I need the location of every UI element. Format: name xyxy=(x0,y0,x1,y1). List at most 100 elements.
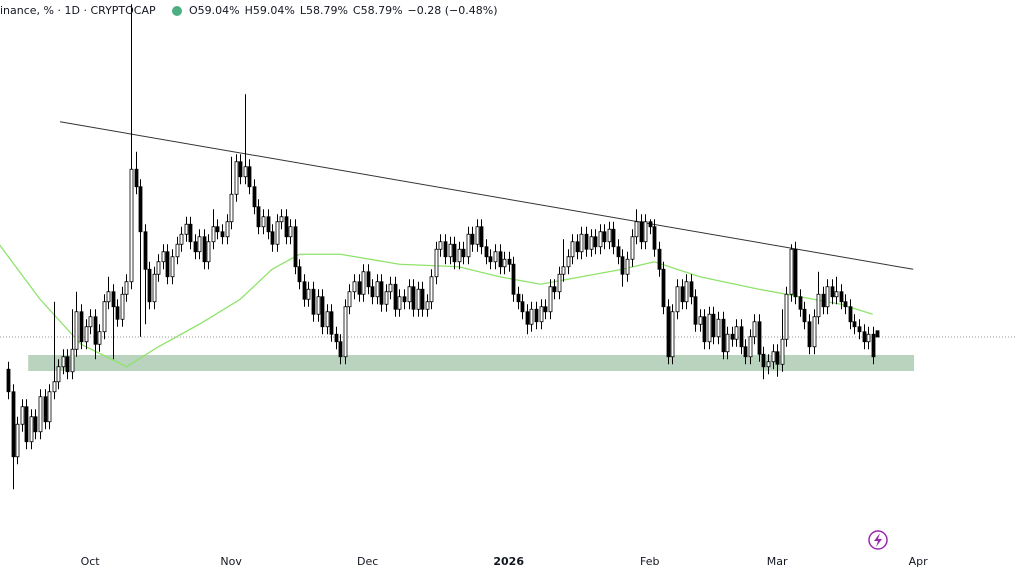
candle-body xyxy=(529,308,534,325)
candle-body xyxy=(857,326,862,333)
candle-body xyxy=(539,306,544,323)
candle-body xyxy=(225,221,230,238)
candle-body xyxy=(261,216,266,228)
candle-body xyxy=(106,291,111,303)
candle-body xyxy=(775,351,780,365)
x-tick-label: Dec xyxy=(357,555,378,568)
candle-body xyxy=(24,406,29,443)
candle-body xyxy=(557,273,562,293)
candle-body xyxy=(143,231,148,270)
candle-body xyxy=(234,161,239,195)
candle-body xyxy=(780,338,785,365)
candle-body xyxy=(502,258,507,268)
candle-body xyxy=(643,221,648,243)
candle-body xyxy=(743,346,748,358)
candle-body xyxy=(639,221,644,243)
candle-body xyxy=(29,416,34,443)
candle-body xyxy=(61,356,66,368)
candle-body xyxy=(366,271,371,288)
candle-body xyxy=(275,221,280,245)
candle-body xyxy=(589,236,594,250)
candle-body xyxy=(579,233,584,253)
candle-body xyxy=(79,311,84,343)
candle-body xyxy=(625,258,630,275)
candle-body xyxy=(152,273,157,303)
candle-body xyxy=(15,423,20,458)
candle-body xyxy=(124,281,129,295)
legend-value: H59.04% xyxy=(245,4,295,17)
candle-body xyxy=(711,313,716,338)
legend-value: −0.28 (−0.48%) xyxy=(408,4,498,17)
candle-body xyxy=(784,293,789,340)
candle-body xyxy=(361,271,366,295)
candle-body xyxy=(484,246,489,258)
candle-body xyxy=(52,381,57,393)
candle-body xyxy=(111,291,116,308)
candle-body xyxy=(630,236,635,260)
ohlc-legend: O59.04% H59.04% L58.79% C58.79% −0.28 (−0.48… xyxy=(189,4,497,17)
candle-body xyxy=(798,296,803,310)
candle-body xyxy=(206,241,211,263)
candle-body xyxy=(320,296,325,328)
candle-body xyxy=(548,286,553,313)
candle-body xyxy=(120,293,125,320)
candle-body xyxy=(493,251,498,263)
lightning-icon[interactable] xyxy=(874,533,882,547)
candle-body xyxy=(420,288,425,310)
candle-body xyxy=(6,368,11,393)
candle-body xyxy=(793,248,798,298)
candle-body xyxy=(193,241,198,253)
candle-body xyxy=(593,236,598,248)
candle-body xyxy=(598,231,603,248)
candle-body xyxy=(634,221,639,238)
candle-body xyxy=(33,416,38,433)
trendline xyxy=(59,121,914,270)
candle-body xyxy=(306,288,311,300)
candle-body xyxy=(297,266,302,283)
candle-body xyxy=(520,301,525,313)
candle-body xyxy=(266,216,271,233)
candle-body xyxy=(438,241,443,250)
candle-body xyxy=(684,281,689,303)
candle-body xyxy=(862,331,867,343)
candle-body xyxy=(70,348,75,373)
candle-body xyxy=(516,293,521,303)
candle-body xyxy=(56,366,61,383)
candle-body xyxy=(789,248,794,295)
candle-body xyxy=(197,236,202,253)
candle-body xyxy=(825,286,830,308)
plot xyxy=(0,4,1016,490)
candle-body xyxy=(498,251,503,268)
candle-body xyxy=(88,316,93,328)
candle-body xyxy=(525,311,530,325)
candle-body xyxy=(488,256,493,263)
candle-body xyxy=(470,233,475,245)
candle-body xyxy=(388,283,393,293)
status-dot xyxy=(172,6,182,16)
candle-body xyxy=(43,396,48,423)
candle-body xyxy=(65,356,70,373)
candle-body xyxy=(748,336,753,358)
candle-body xyxy=(129,168,134,283)
legend-value: C58.79% xyxy=(353,4,403,17)
candle-body xyxy=(807,321,812,348)
candle-body xyxy=(771,351,776,363)
candle-body xyxy=(11,391,16,458)
candle-body xyxy=(170,256,175,278)
candle-body xyxy=(452,243,457,263)
candle-body xyxy=(561,266,566,275)
candle-body xyxy=(457,248,462,263)
candle-body xyxy=(702,316,707,343)
support-zone xyxy=(28,355,915,371)
candle-body xyxy=(661,268,666,308)
candle-body xyxy=(802,308,807,323)
candle-body xyxy=(270,231,275,245)
candle-body xyxy=(543,306,548,313)
candle-body xyxy=(347,291,352,308)
candle-body xyxy=(689,281,694,298)
lightning-button[interactable] xyxy=(868,530,888,550)
candle-body xyxy=(698,316,703,325)
candle-body xyxy=(325,311,330,328)
